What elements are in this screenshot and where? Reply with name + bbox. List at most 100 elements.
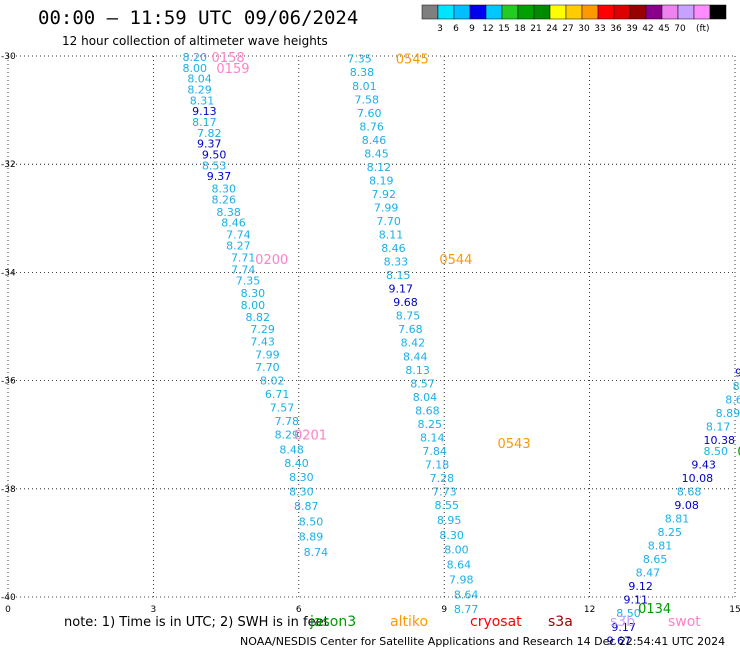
wave-height-reading: 9.37 — [197, 138, 222, 151]
wave-height-reading: 8.04 — [187, 73, 212, 86]
wave-height-reading: 8.29 — [187, 84, 212, 97]
wave-height-reading: 8.12 — [367, 161, 392, 174]
colorbar-swatch — [565, 4, 583, 20]
wave-height-reading: 9.43 — [691, 458, 716, 471]
y-tick-label: -36 — [1, 377, 16, 387]
colorbar-label: 15 — [498, 24, 509, 34]
wave-height-reading: 8.77 — [454, 603, 479, 616]
colorbar: 3 6 9 12 15 18 21 24 27 30 33 36 39 42 45 70 (ft) — [421, 4, 727, 34]
x-tick-label: 15 — [729, 605, 740, 615]
wave-height-reading: 8.25 — [418, 418, 443, 431]
wave-height-reading: 8.64 — [454, 588, 479, 601]
wave-height-reading: 8.48 — [279, 443, 304, 456]
y-tick-label: -38 — [1, 485, 16, 495]
footer: note: 1) Time is in UTC; 2) SWH is in fe… — [64, 614, 725, 648]
wave-height-reading: 8.00 — [444, 543, 469, 556]
wave-height-reading: 8.76 — [359, 120, 384, 133]
wave-height-reading: 8.31 — [190, 94, 215, 107]
wave-height-reading: 7.60 — [357, 107, 382, 120]
footer-credit: NOAA/NESDIS Center for Satellite Applica… — [240, 635, 725, 648]
colorbar-swatch — [453, 4, 471, 20]
wave-height-reading: 7.70 — [376, 215, 401, 228]
x-tick-label: 6 — [296, 605, 302, 615]
wave-height-reading: 8.00 — [241, 299, 266, 312]
wave-height-reading: 8.30 — [241, 287, 266, 300]
colorbar-label: 70 — [674, 24, 686, 34]
wave-height-reading: 7.84 — [422, 445, 447, 458]
colorbar-swatch — [645, 4, 663, 20]
wave-height-reading: 8.89 — [299, 530, 324, 543]
wave-height-reading: 7.99 — [255, 349, 280, 362]
wave-height-reading: 8.15 — [386, 269, 411, 282]
wave-height-reading: 8.81 — [665, 513, 690, 526]
wave-height-reading: 9.50 — [202, 148, 227, 161]
wave-height-reading: 7.68 — [398, 323, 423, 336]
wave-height-reading: 8.42 — [401, 337, 426, 350]
wave-height-reading: 8.87 — [294, 500, 319, 513]
colorbar-swatch — [661, 4, 679, 20]
wave-height-reading: 7.57 — [270, 402, 295, 415]
wave-height-reading: 7.58 — [355, 93, 380, 106]
colorbar-swatch — [533, 4, 551, 20]
wave-height-reading: 8.47 — [636, 567, 661, 580]
colorbar-swatch — [485, 4, 503, 20]
wave-height-reading: 8.01 — [352, 80, 377, 93]
wave-height-reading: 8.55 — [435, 499, 460, 512]
wave-height-reading: 8.89 — [716, 407, 740, 420]
wave-height-reading: 7.73 — [432, 486, 457, 499]
footer-note: note: 1) Time is in UTC; 2) SWH is in fe… — [64, 615, 329, 630]
wave-height-reading: 10.38 — [703, 434, 735, 447]
page-subtitle: 12 hour collection of altimeter wave hei… — [62, 34, 328, 48]
wave-height-reading: 9 — [735, 366, 740, 379]
pass-time-label: 0159 — [216, 62, 249, 77]
pass-time-label: 0158 — [212, 51, 245, 66]
wave-height-reading: 9.17 — [388, 283, 413, 296]
wave-height-reading: 8.68 — [415, 404, 440, 417]
legend-cryosat: cryosat — [470, 614, 522, 630]
wave-height-reading: 7.74 — [226, 229, 251, 242]
wave-height-reading: 8.19 — [369, 174, 394, 187]
x-tick-label: 0 — [5, 605, 11, 615]
colorbar-swatch — [677, 4, 695, 20]
wave-height-reading: 7.29 — [250, 323, 274, 336]
wave-height-reading: 8.17 — [706, 421, 731, 434]
wave-height-reading: 8.50 — [299, 515, 324, 528]
wave-height-reading: 8.40 — [284, 457, 309, 470]
wave-height-reading: 7.78 — [275, 415, 300, 428]
colorbar-label: 6 — [453, 24, 459, 34]
wave-height-reading: 8.74 — [304, 546, 329, 559]
wave-height-reading: 8.00 — [182, 62, 207, 75]
wave-height-reading: 8.65 — [643, 553, 668, 566]
x-tick-label: 9 — [441, 605, 447, 615]
track-swot: 8.208.008.048.298.319.138.177.829.379.50… — [182, 51, 328, 559]
pass-time-label: 0200 — [255, 253, 288, 268]
x-tick-label: 3 — [151, 605, 157, 615]
wave-height-reading: 9.68 — [393, 296, 418, 309]
wave-height-reading: 8.64 — [447, 559, 472, 572]
wave-height-reading: 8.57 — [410, 377, 435, 390]
wave-height-reading: 8.14 — [420, 431, 445, 444]
wave-height-reading: 9.11 — [624, 594, 649, 607]
colorbar-label: 12 — [482, 24, 493, 34]
wave-height-reading: 7.99 — [374, 201, 399, 214]
wave-height-reading: 8.33 — [384, 256, 409, 269]
wave-height-reading: 8.13 — [405, 364, 430, 377]
y-tick-label: -40 — [1, 593, 16, 603]
wave-height-reading: 7.92 — [372, 188, 397, 201]
wave-height-reading: 8.6 — [725, 394, 740, 407]
pass-time-label: 0543 — [498, 437, 531, 452]
wave-height-reading: 9.12 — [628, 580, 653, 593]
colorbar-unit: (ft) — [696, 24, 710, 34]
wave-height-reading: 8.75 — [396, 310, 421, 323]
wave-height-reading: 8.38 — [216, 206, 241, 219]
wave-height-reading: 8.02 — [260, 375, 285, 388]
y-tick-label: -32 — [1, 160, 16, 170]
wave-height-reading: 7.35 — [347, 53, 372, 66]
wave-height-reading: 8.38 — [350, 66, 375, 79]
wave-height-reading: 8.95 — [437, 514, 462, 527]
track-altiko: 7.358.388.017.587.608.768.468.458.128.19… — [347, 53, 530, 616]
legend-s3a: s3a — [548, 614, 573, 630]
colorbar-swatch — [421, 4, 439, 20]
colorbar-swatch — [437, 4, 455, 20]
wave-height-reading: 8.20 — [182, 51, 207, 64]
